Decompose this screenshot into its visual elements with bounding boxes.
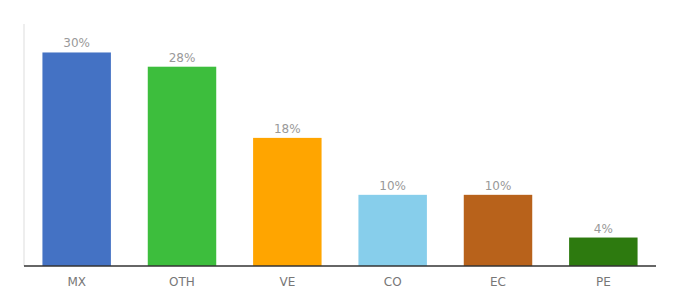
bars	[42, 52, 637, 266]
y-axis-line	[24, 24, 25, 266]
bar	[464, 195, 532, 266]
x-tick-label: MX	[67, 275, 86, 289]
value-label: 18%	[274, 122, 301, 136]
bar	[253, 138, 321, 266]
chart-svg: 30% 28% 18% 10% 10% 4% MX OTH VE CO EC PE	[0, 0, 680, 300]
bar	[569, 238, 637, 266]
value-labels: 30% 28% 18% 10% 10% 4%	[63, 36, 613, 235]
x-tick-label: OTH	[169, 275, 195, 289]
value-label: 4%	[594, 222, 613, 236]
x-tick-label: PE	[596, 275, 611, 289]
value-label: 28%	[169, 51, 196, 65]
x-tick-label: EC	[490, 275, 506, 289]
x-tick-label: CO	[384, 275, 402, 289]
bar	[148, 67, 216, 266]
x-tick-label: VE	[279, 275, 295, 289]
x-axis-line	[24, 265, 656, 267]
value-label: 30%	[63, 36, 90, 50]
bar	[42, 52, 110, 266]
x-tick-labels: MX OTH VE CO EC PE	[67, 275, 610, 289]
value-label: 10%	[485, 179, 512, 193]
bar	[358, 195, 426, 266]
value-label: 10%	[379, 179, 406, 193]
chart-container: 30% 28% 18% 10% 10% 4% MX OTH VE CO EC PE	[0, 0, 680, 300]
